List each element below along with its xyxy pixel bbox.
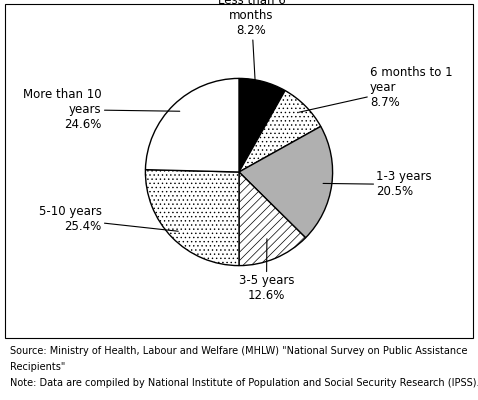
- Text: 6 months to 1
year
8.7%: 6 months to 1 year 8.7%: [299, 66, 453, 112]
- Text: Less than 6
months
8.2%: Less than 6 months 8.2%: [217, 0, 285, 106]
- Wedge shape: [239, 172, 305, 266]
- Wedge shape: [145, 78, 239, 172]
- Wedge shape: [145, 170, 239, 266]
- Wedge shape: [239, 126, 333, 238]
- Text: Recipients": Recipients": [10, 362, 65, 372]
- Text: More than 10
years
24.6%: More than 10 years 24.6%: [23, 88, 180, 131]
- Text: Source: Ministry of Health, Labour and Welfare (MHLW) "National Survey on Public: Source: Ministry of Health, Labour and W…: [10, 346, 467, 356]
- Text: 1-3 years
20.5%: 1-3 years 20.5%: [323, 170, 432, 198]
- Text: Note: Data are compiled by National Institute of Population and Social Security : Note: Data are compiled by National Inst…: [10, 378, 478, 388]
- Wedge shape: [239, 90, 321, 172]
- Text: 5-10 years
25.4%: 5-10 years 25.4%: [39, 206, 178, 234]
- Text: 3-5 years
12.6%: 3-5 years 12.6%: [239, 239, 294, 302]
- Wedge shape: [239, 78, 285, 172]
